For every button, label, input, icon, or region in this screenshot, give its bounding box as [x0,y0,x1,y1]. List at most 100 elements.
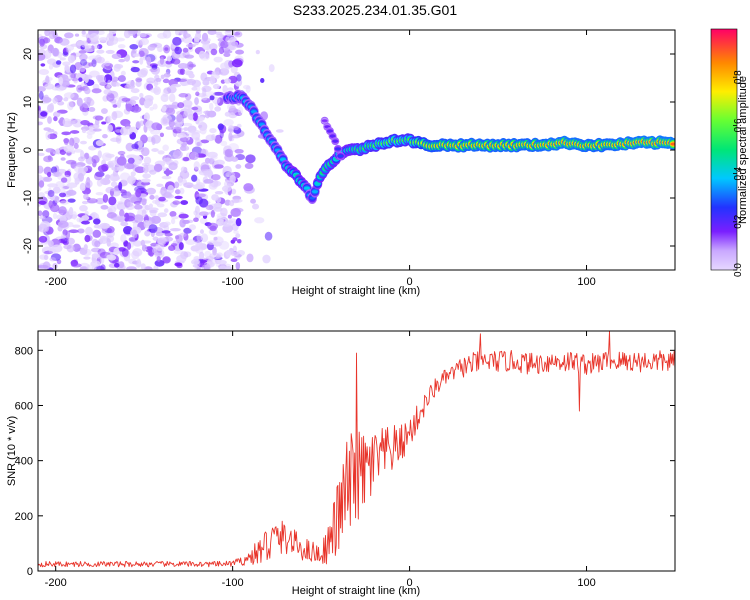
spectrogram-noise-cell [127,157,135,164]
spectrogram-noise-cell [78,50,87,54]
spectrogram-noise-cell [157,32,168,39]
spectrogram-noise-cell [79,205,88,212]
spectrogram-noise-cell [144,204,150,211]
spectrogram-noise-cell [108,196,117,206]
spectrogram-noise-cell [196,233,202,242]
spectrogram-noise-cell [92,229,102,238]
spectrogram-noise-cell [186,78,197,86]
spectrogram-noise-cell [209,95,215,101]
spectrogram-noise-cell [74,164,84,173]
spectrogram-noise-cell [227,87,234,91]
spectrogram-noise-cell [161,175,172,180]
spectrogram-noise-cell [117,44,126,49]
spectrogram-noise-cell [227,214,232,219]
snr-x-ticks: -200 -100 0 100 [45,331,596,589]
spectrogram-noise-cell [120,221,129,227]
spectrogram-ridge-cell [314,182,321,186]
spectrogram-noise-cell [52,171,62,177]
spectrogram-noise-cell [38,91,44,100]
x-tick-label: -200 [45,276,67,288]
spectrogram-noise-cell [174,262,183,267]
spectrogram-noise-cell [118,58,126,63]
spectrogram-noise-cell [149,209,158,214]
spectrogram-noise-cell [131,229,138,239]
spectrogram-noise-cell [47,116,52,124]
spectrogram-noise-cell [119,209,125,218]
y-tick-label: -20 [22,238,34,254]
spectrogram-noise-cell [123,30,131,39]
spectrogram-noise-cell [138,47,149,57]
spectrogram-noise-cell [195,182,205,190]
spectrogram-noise-cell [84,210,89,216]
spectrogram-noise-cell [106,254,114,260]
spectrogram-noise-cell [68,207,74,216]
spectrogram-noise-cell [187,113,194,120]
spectrogram-noise-cell [163,221,171,226]
spectrogram-noise-cell [219,34,225,38]
spectrogram-noise-cell [220,62,229,70]
spectrogram-noise-cell [222,165,232,175]
spectrogram-noise-cell [58,76,64,86]
spectrogram-noise-cell [219,129,224,139]
spectrogram-noise-cell [199,217,208,225]
spectrogram-noise-cell [74,177,80,185]
colorbar-tick-label: 0.8 [733,70,744,84]
y-tick-label: 10 [22,96,34,108]
spectrogram-noise-cell [60,177,68,183]
spectrogram-noise-cell [222,84,228,94]
spectrogram-noise-cell [65,66,71,73]
spectrogram-noise-cell [213,236,218,241]
spectrogram-noise-cell [204,157,211,164]
colorbar-tick-label: 0.2 [733,214,744,228]
spectrogram-noise-cell [214,159,225,166]
spectrogram-noise-cell [102,134,108,139]
spectrogram-noise-cell [194,240,202,250]
spectrogram-noise-cell [65,44,75,51]
spectrogram-noise-cell [246,253,254,263]
spectrogram-noise-cell [262,254,271,264]
x-tick-label: 0 [407,577,413,589]
spectrogram-noise-cell [153,163,163,173]
spectrogram-noise-cell [38,69,50,75]
spectrogram-ridge-cell [337,155,344,158]
spectrogram-noise-cell [214,164,224,169]
spectrogram-noise-cell [91,253,100,259]
spectrogram-noise-cell [38,200,47,205]
spectrogram-noise-cell [118,181,123,191]
spectrogram-noise-cell [49,257,57,262]
spectrogram-noise-cell [79,53,88,61]
spectrogram-noise-cell [130,105,142,113]
colorbar-frame [710,28,738,271]
spectrogram-noise-cell [122,126,134,135]
spectrogram-noise-cell [90,260,101,268]
spectrogram-noise-cell [91,265,97,270]
spectrogram-noise-cell [130,88,140,94]
spectrogram-noise-cell [158,196,166,202]
spectrogram-noise-cell [106,92,115,102]
spectrogram-noise-cell [124,162,135,170]
spectrogram-ridge-cell [332,140,339,143]
spectrogram-noise-cell [243,183,254,192]
spectrogram-noise-cell [84,74,89,84]
spectrogram-noise-cell [152,103,158,110]
spectrogram-ridge-cell [327,130,333,133]
spectrogram-noise-cell [179,170,190,179]
spectrogram-noise-cell [209,252,221,260]
spectrogram-noise-cell [216,259,227,265]
spectrogram-noise-cell [117,201,124,205]
spectrogram-noise-cell [235,217,242,227]
spectrogram-noise-cell [260,77,265,84]
spectrogram-noise-cell [81,30,86,35]
spectrogram-noise-cell [107,79,112,89]
spectrogram-heatmap [38,30,675,270]
spectrogram-noise-cell [163,191,173,198]
spectrogram-noise-cell [209,102,214,111]
spectrogram-noise-cell [66,189,77,196]
spectrogram-noise-cell [139,38,149,46]
spectrogram-noise-cell [55,60,62,65]
spectrogram-noise-cell [115,129,122,133]
spectrogram-noise-cell [167,185,175,194]
spectrogram-noise-cell [120,234,127,243]
spectrogram-noise-cell [113,247,120,256]
